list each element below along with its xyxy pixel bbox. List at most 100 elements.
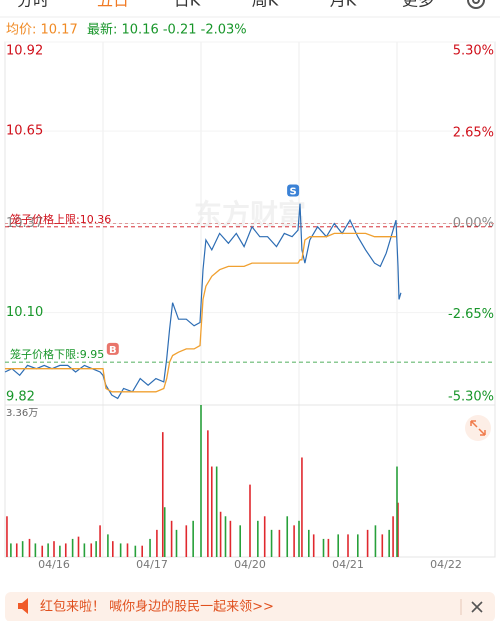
volume-bar [161, 432, 164, 557]
volume-bar [10, 543, 12, 557]
volume-bar [322, 538, 325, 557]
volume-bar [15, 543, 18, 557]
volume-bar [224, 516, 227, 557]
y-tick-label: 9.82 [6, 390, 35, 405]
volume-bar [107, 534, 109, 557]
tab-bar: 分时 五日 日K 周K 月K 更多 [17, 0, 434, 10]
volume-bar [374, 525, 377, 557]
volume-bar [21, 541, 24, 557]
tab[interactable]: 月K [330, 0, 357, 10]
settings-icon[interactable] [467, 0, 485, 9]
volume-bar [185, 525, 188, 557]
speaker-icon [18, 598, 28, 614]
volume-bar [327, 538, 330, 557]
tab[interactable]: 周K [252, 0, 279, 10]
volume-bar [239, 525, 241, 557]
volume-bar [347, 534, 349, 557]
volume-bar [34, 543, 37, 557]
y2-tick-label: 2.65% [453, 125, 494, 140]
volume-bar [112, 541, 114, 557]
trade-marker [287, 184, 300, 197]
volume-bar [71, 538, 74, 557]
volume-bar [392, 516, 394, 557]
volume-bar [200, 405, 202, 557]
y2-tick-label: -5.30% [448, 390, 494, 405]
x-tick-label: 04/21 [332, 558, 364, 571]
volume-bar [257, 520, 259, 557]
volume-bar [95, 541, 97, 557]
volume-bar [134, 545, 137, 557]
tab[interactable]: 日K [174, 0, 201, 10]
volume-bar [83, 543, 86, 557]
banner-text[interactable]: 红包来啦！ 喊你身边的股民一起来领>> [40, 599, 274, 615]
y-tick-label: 10.92 [6, 44, 43, 59]
volume-bar [301, 457, 303, 557]
price-line [4, 203, 402, 400]
volume-bar [175, 529, 178, 557]
x-tick-label: 04/17 [136, 558, 168, 571]
volume-bar [270, 529, 273, 557]
volume-bar [210, 466, 213, 557]
volume-bar [366, 529, 369, 557]
volume-bar [312, 534, 315, 557]
avg-price: 均价: 10.17 [6, 23, 78, 38]
volume-bar [119, 543, 122, 557]
trade-marker-label: B [109, 345, 117, 356]
volume-bar [397, 502, 399, 557]
close-button[interactable] [471, 601, 483, 613]
volume-bar [249, 484, 251, 557]
volume-bar [53, 541, 55, 557]
banner[interactable] [5, 592, 495, 621]
volume-bar [396, 466, 398, 557]
watermark: 东方财富 [194, 198, 306, 231]
volume-bar [59, 545, 61, 557]
volume-bar [6, 516, 8, 557]
volume-bar [381, 534, 384, 557]
volume-bar [293, 525, 295, 557]
volume-bar [192, 520, 194, 557]
volume-bar [207, 430, 209, 557]
volume-bar [47, 543, 49, 557]
volume-bar [337, 534, 339, 557]
volume-bar [170, 520, 173, 557]
volume-bar [357, 534, 359, 557]
volume-bar [126, 543, 129, 557]
y-tick-label: 3.36万 [6, 408, 38, 419]
plot: 10.9210.6510.3710.109.825.30%2.65%0.00%-… [4, 41, 496, 571]
volume-bar [28, 538, 31, 557]
y2-tick-label: 5.30% [453, 44, 494, 59]
y2-tick-label: -2.65% [448, 307, 494, 322]
tab[interactable]: 分时 [17, 0, 49, 10]
x-tick-label: 04/16 [38, 558, 70, 571]
y-tick-label: 10.10 [6, 305, 43, 320]
volume-bar [163, 507, 166, 557]
volume-bar [141, 545, 143, 557]
volume-bar [99, 525, 101, 557]
y-tick-label: 10.65 [6, 124, 43, 139]
tab[interactable]: 五日 [97, 0, 129, 10]
latest-price: 最新: 10.16 -0.21 -2.03% [87, 22, 247, 38]
trade-marker-label: S [290, 187, 297, 198]
volume-bar [229, 520, 232, 557]
volume-bar [90, 543, 93, 557]
volume-bar [64, 543, 67, 557]
volume-bar [77, 536, 80, 557]
expand-button[interactable] [465, 415, 491, 441]
volume-bar [219, 511, 222, 557]
volume-bar [286, 516, 289, 557]
reference-label: 笼子价格上限:10.36 [10, 212, 111, 226]
volume-bar [156, 529, 158, 557]
volume-bar [278, 529, 281, 557]
x-tick-label: 04/22 [430, 558, 462, 571]
reference-label: 笼子价格下限:9.95 [10, 347, 104, 361]
volume-bar [149, 538, 151, 557]
volume-bar [41, 545, 44, 557]
volume-bar [263, 516, 266, 557]
average-line [5, 232, 396, 393]
volume-bar [215, 466, 218, 557]
tab[interactable]: 更多 [402, 0, 434, 10]
volume-bar [298, 520, 300, 557]
volume-bar [308, 529, 310, 557]
